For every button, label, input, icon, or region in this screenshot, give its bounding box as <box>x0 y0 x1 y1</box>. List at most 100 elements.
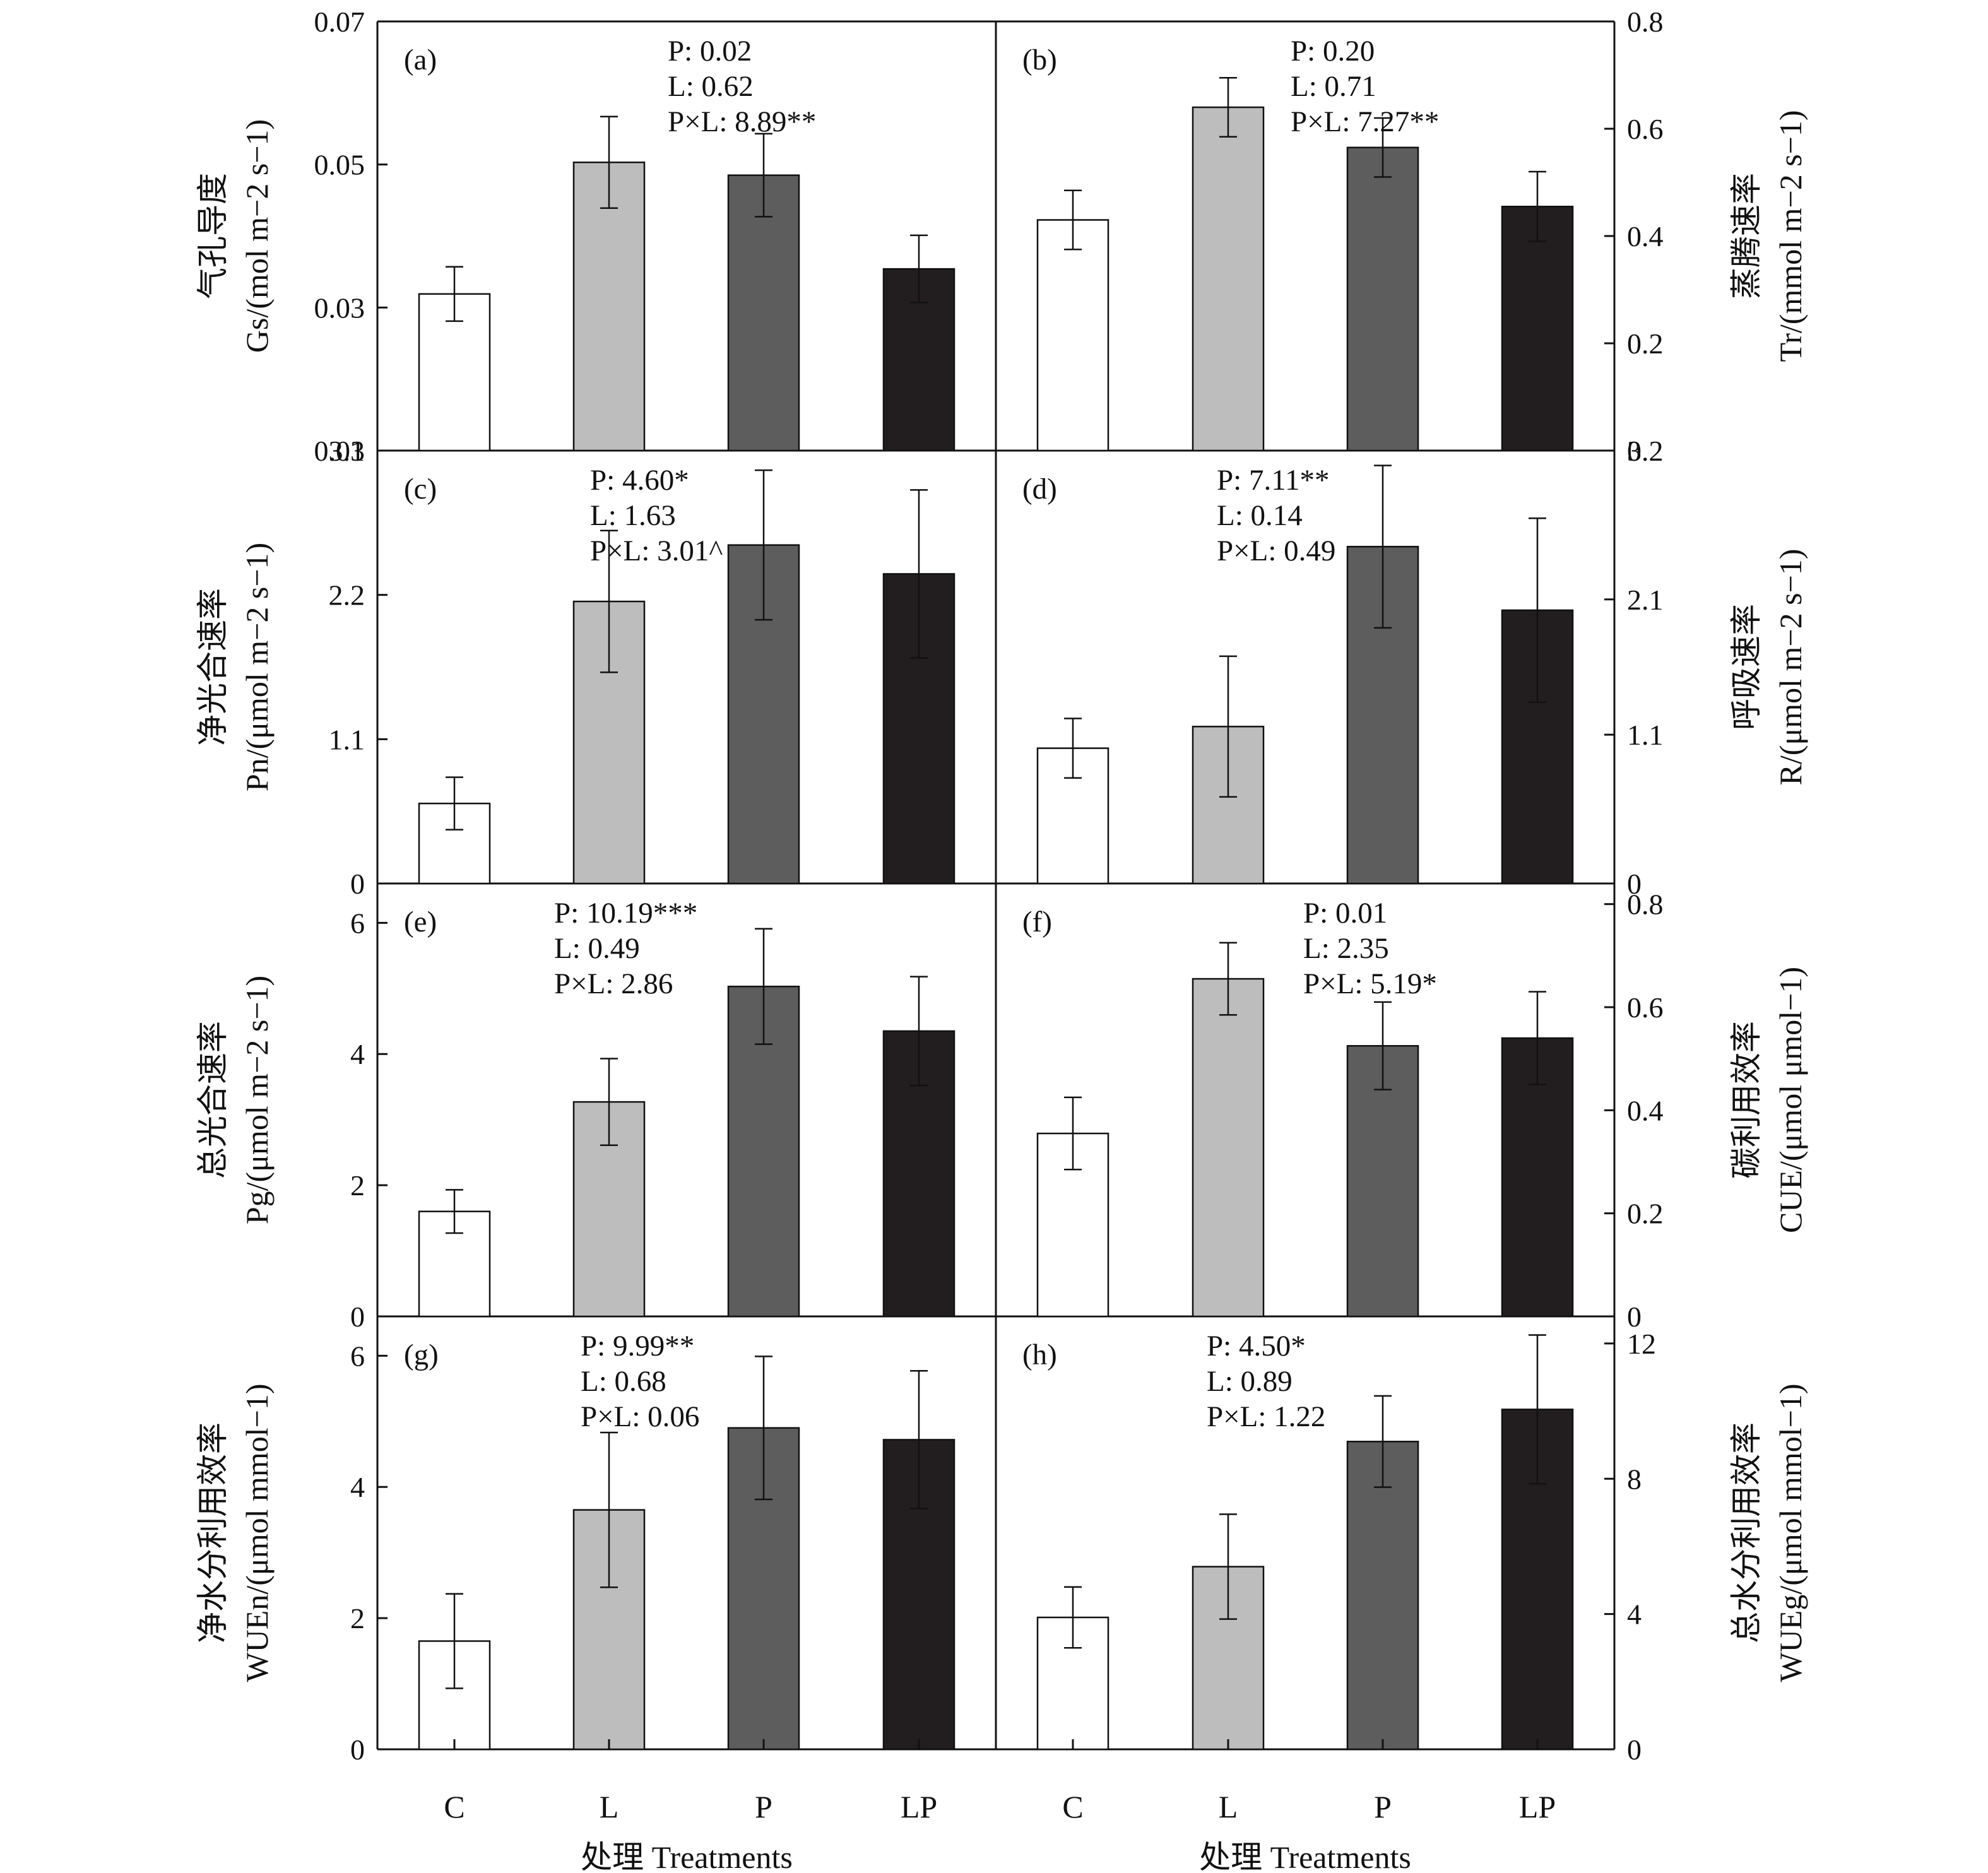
stat-annotation-1: P: 4.60* <box>590 464 689 497</box>
y-axis-title-unit: Pn/(μmol m−2 s−1) <box>239 543 275 791</box>
x-tick-label-C: C <box>1062 1789 1083 1824</box>
y-tick-label: 0 <box>350 1734 365 1766</box>
y-axis-title-unit: WUEg/(μmol mmol−1) <box>1773 1384 1808 1682</box>
stat-annotation-3: P×L: 2.86 <box>554 967 673 1000</box>
bar-P <box>1346 146 1419 452</box>
y-axis-title-unit: R/(μmol m−2 s−1) <box>1773 549 1808 786</box>
x-tick-label-LP: LP <box>1519 1789 1556 1824</box>
stat-annotation-2: L: 0.68 <box>581 1365 666 1398</box>
y-tick-label: 4 <box>1627 1598 1642 1631</box>
y-tick-label: 0.8 <box>1627 6 1664 38</box>
stat-annotation-3: P×L: 7.27** <box>1291 105 1439 138</box>
stat-annotation-1: P: 10.19*** <box>554 897 697 930</box>
y-tick-label: 6 <box>350 907 365 939</box>
y-tick-label: 2.2 <box>329 579 365 612</box>
bar-P <box>1346 1045 1419 1318</box>
y-tick-label: 2 <box>350 1602 365 1634</box>
y-axis-title-unit: Tr/(mmol m−2 s−1) <box>1773 110 1808 362</box>
y-tick-label: 3.3 <box>329 435 365 467</box>
y-tick-label: 4 <box>350 1038 365 1070</box>
panel-label: (d) <box>1022 473 1057 505</box>
y-tick-label: 0.2 <box>1627 328 1664 360</box>
y-axis-title-zh: 总水分利用效率 <box>1729 1422 1764 1643</box>
y-tick-label: 1.1 <box>329 723 365 755</box>
y-axis-title-zh: 蒸腾速率 <box>1729 173 1764 299</box>
panel-label: (h) <box>1022 1338 1057 1371</box>
y-axis-title-unit: Pg/(μmol m−2 s−1) <box>239 976 275 1224</box>
stat-annotation-3: P×L: 8.89** <box>668 105 816 138</box>
stat-annotation-1: P: 0.02 <box>668 35 752 68</box>
x-axis-title: 处理 Treatments <box>1199 1840 1411 1873</box>
stat-annotation-2: L: 0.62 <box>668 70 754 103</box>
y-tick-label: 0.6 <box>1627 113 1664 145</box>
y-axis-title-unit: Gs/(mol m−2 s−1) <box>239 119 275 353</box>
bar-L <box>1192 106 1265 452</box>
y-axis-title-zh: 呼吸速率 <box>1729 604 1764 730</box>
bar-LP <box>1501 206 1574 452</box>
y-tick-label: 12 <box>1627 1328 1656 1360</box>
y-axis-title-unit: CUE/(μmol μmol−1) <box>1773 967 1808 1233</box>
y-tick-label: 1.1 <box>1627 719 1664 751</box>
y-tick-label: 4 <box>350 1471 365 1503</box>
y-tick-label: 2 <box>350 1169 365 1202</box>
stat-annotation-2: L: 0.14 <box>1217 499 1303 532</box>
stat-annotation-3: P×L: 3.01^ <box>590 535 723 567</box>
y-tick-label: 0.8 <box>1627 889 1664 921</box>
y-tick-label: 0.2 <box>1627 1198 1664 1230</box>
y-axis-title-unit: WUEn/(μmol mmol−1) <box>239 1384 275 1682</box>
y-tick-label: 0.03 <box>314 292 365 324</box>
y-axis-title-zh: 净水分利用效率 <box>195 1422 230 1643</box>
bar-C <box>1036 219 1109 452</box>
y-tick-label: 0.05 <box>314 149 365 181</box>
y-tick-label: 6 <box>350 1340 365 1372</box>
stat-annotation-3: P×L: 5.19* <box>1303 967 1437 1000</box>
y-tick-label: 0 <box>1627 1734 1642 1766</box>
y-axis-title-zh: 净光合速率 <box>195 588 230 746</box>
y-tick-label: 0 <box>1627 1301 1642 1333</box>
x-tick-label-L: L <box>600 1789 619 1824</box>
stat-annotation-2: L: 0.89 <box>1207 1365 1293 1398</box>
y-tick-label: 0 <box>350 868 365 900</box>
stat-annotation-2: L: 2.35 <box>1303 932 1389 965</box>
y-tick-label: 0.4 <box>1627 1094 1664 1126</box>
bar-P <box>1346 1441 1419 1751</box>
x-tick-label-C: C <box>444 1789 464 1824</box>
y-tick-label: 0 <box>350 1301 365 1333</box>
stat-annotation-1: P: 0.20 <box>1291 35 1375 68</box>
x-axis-title: 处理 Treatments <box>581 1840 793 1873</box>
y-tick-label: 0.01 <box>314 435 365 467</box>
stat-annotation-2: L: 1.63 <box>590 499 676 532</box>
stat-annotation-1: P: 7.11** <box>1217 464 1329 497</box>
y-axis-title-zh: 碳利用效率 <box>1729 1021 1764 1179</box>
y-axis-title-zh: 总光合速率 <box>195 1021 230 1179</box>
panel-label: (a) <box>404 44 437 76</box>
x-tick-label-P: P <box>755 1789 772 1824</box>
x-tick-label-P: P <box>1374 1789 1392 1824</box>
y-axis-title-zh: 气孔导度 <box>195 173 230 299</box>
stat-annotation-1: P: 0.01 <box>1303 897 1387 930</box>
panel-label: (b) <box>1022 44 1057 76</box>
panel-label: (f) <box>1022 906 1052 938</box>
y-tick-label: 2.1 <box>1627 584 1664 616</box>
y-tick-label: 3.2 <box>1627 435 1664 467</box>
stat-annotation-3: P×L: 0.06 <box>581 1400 699 1433</box>
y-tick-label: 0 <box>1627 435 1642 467</box>
stat-annotation-3: P×L: 1.22 <box>1207 1400 1325 1433</box>
stat-annotation-2: L: 0.49 <box>554 932 640 965</box>
x-tick-label-L: L <box>1219 1789 1238 1824</box>
stat-annotation-3: P×L: 0.49 <box>1217 535 1335 567</box>
x-tick-label-LP: LP <box>901 1789 937 1824</box>
panel-label: (e) <box>404 906 437 938</box>
stat-annotation-1: P: 9.99** <box>581 1330 694 1362</box>
y-tick-label: 0 <box>1627 868 1642 900</box>
panel-label: (g) <box>404 1338 439 1371</box>
y-tick-label: 0.4 <box>1627 220 1664 252</box>
stat-annotation-1: P: 4.50* <box>1207 1330 1306 1362</box>
panel-label: (c) <box>404 473 437 505</box>
y-tick-label: 0.6 <box>1627 991 1664 1024</box>
bar-L <box>1192 978 1265 1318</box>
y-tick-label: 0.07 <box>314 6 365 38</box>
y-tick-label: 8 <box>1627 1463 1642 1495</box>
stat-annotation-2: L: 0.71 <box>1291 70 1376 103</box>
